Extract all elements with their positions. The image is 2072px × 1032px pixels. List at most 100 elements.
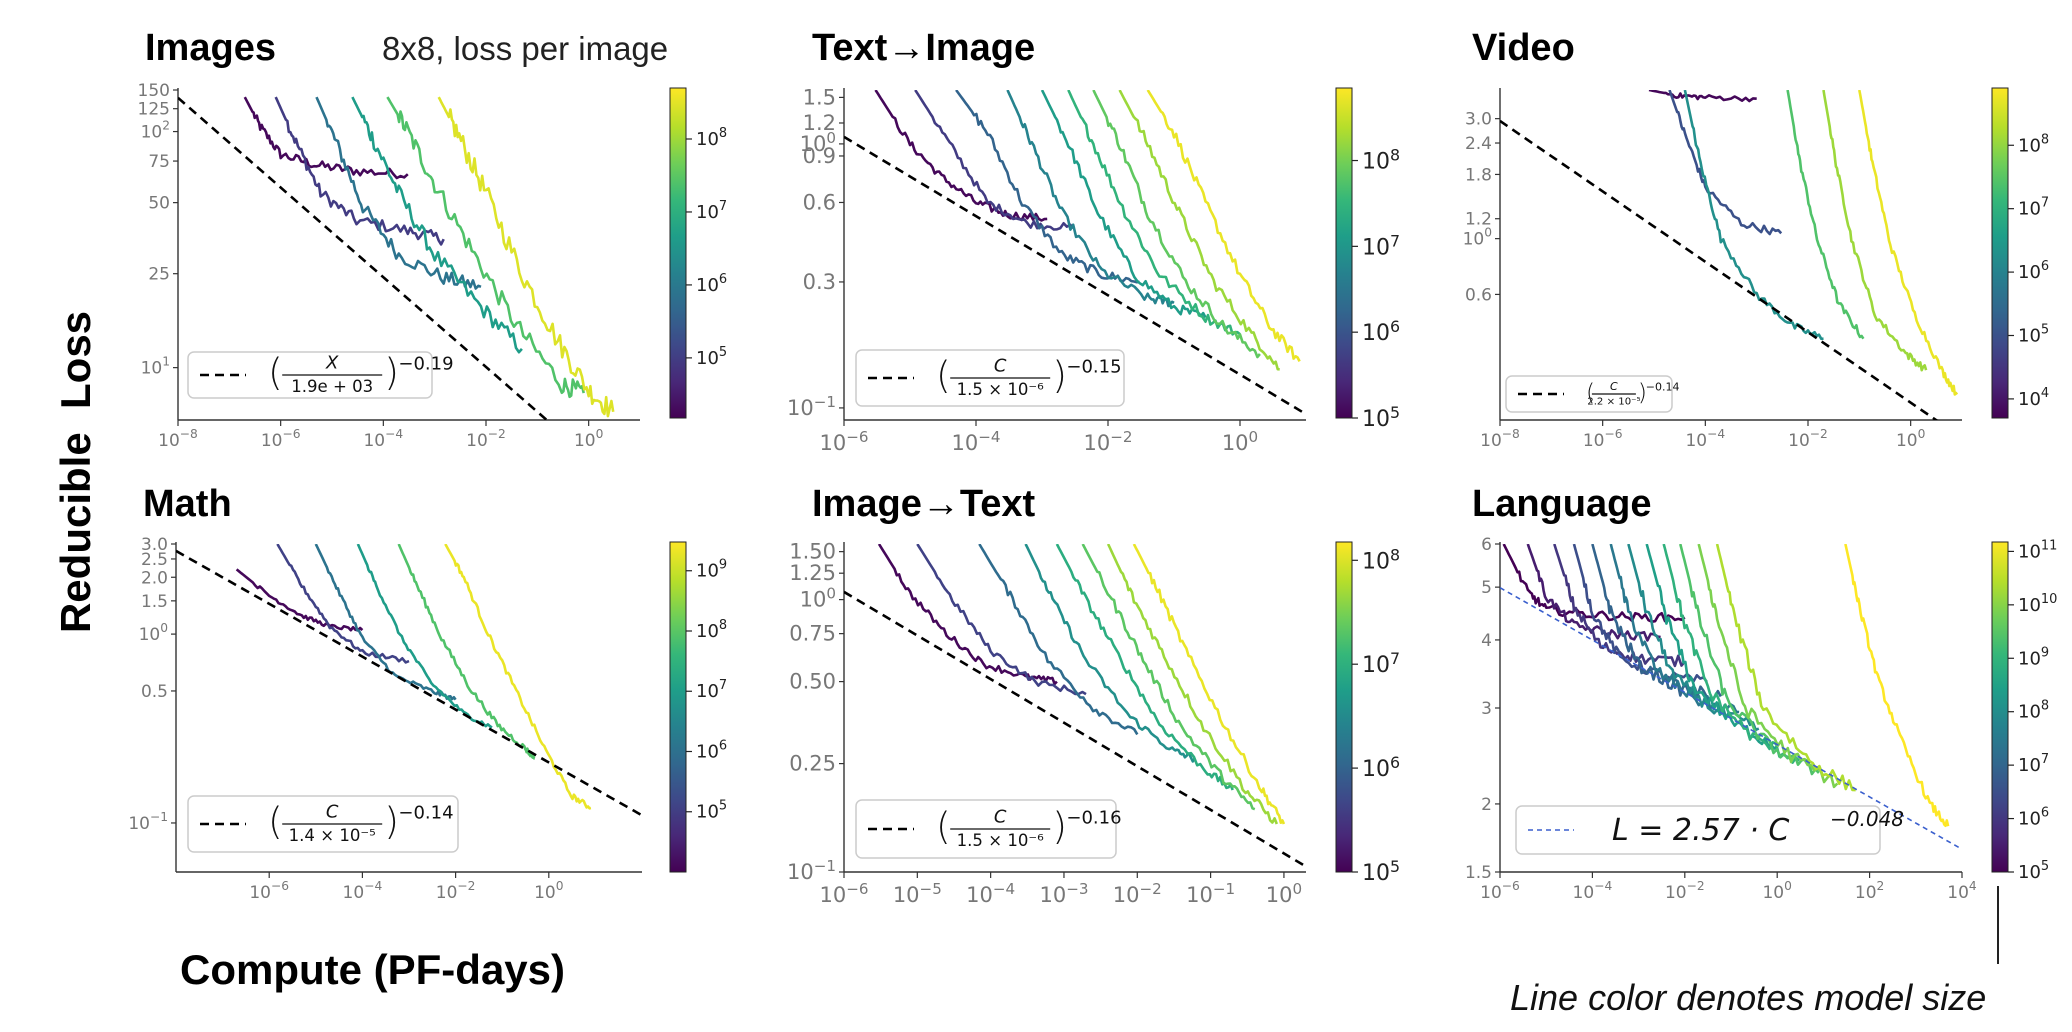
colorbar: 104 105 106 107 108 <box>1991 87 2049 419</box>
legend-paren-left: ( <box>1586 380 1595 406</box>
colorbar-tick-label: 105 <box>696 345 727 369</box>
data-series-line <box>1067 90 1241 336</box>
y-tick-label: 102 <box>141 119 170 143</box>
y-tick-label: 1.8 <box>1465 165 1492 185</box>
data-series-line <box>1502 544 1686 623</box>
legend-fraction-numerator: C <box>326 802 339 823</box>
data-series-line <box>444 544 592 810</box>
legend-box <box>1515 805 1881 855</box>
legend-exponent: −0.15 <box>1066 357 1121 378</box>
y-tick-label: 3.0 <box>1465 110 1492 130</box>
data-series-line <box>351 96 523 354</box>
panel-title: Video <box>1472 27 1575 69</box>
legend-exponent: −0.14 <box>398 803 453 824</box>
x-tick-label: 100 <box>1896 427 1925 451</box>
y-tick-label: 101 <box>141 355 170 379</box>
data-series-line <box>1024 544 1196 763</box>
y-tick-label: 1.5 <box>141 592 168 612</box>
legend-fraction-numerator: C <box>994 356 1007 377</box>
colorbar-tick-label: 108 <box>1362 545 1400 574</box>
legend-paren-right: ) <box>1052 353 1067 397</box>
series-group <box>844 544 1306 868</box>
y-tick-label: 0.75 <box>789 622 836 646</box>
x-tick-label: 10−4 <box>1685 427 1725 451</box>
data-series-line <box>243 96 409 180</box>
panel-image2text: Image→Text 10−6 10−5 10−4 10−3 10−2 10−1 100 1.5… <box>787 483 1400 907</box>
panel-title: Language <box>1472 483 1651 525</box>
legend-fraction-denominator: 1.5 × 10⁻⁶ <box>957 380 1044 399</box>
colorbar: 105 106 107 108 <box>1335 541 1400 886</box>
legend-exponent: −0.19 <box>398 354 453 375</box>
colorbar: 105 106 107 108 <box>1335 87 1400 432</box>
x-tick-label: 10−6 <box>261 427 301 451</box>
x-tick-label: 10−2 <box>1665 879 1705 903</box>
legend-paren-left: ( <box>268 799 283 843</box>
data-series-line <box>1553 544 1686 668</box>
data-series-line <box>1106 544 1279 825</box>
y-tick-label: 100 <box>800 585 836 612</box>
line-color-note: Line color denotes model size <box>1510 977 1986 1018</box>
y-tick-label: 2.0 <box>141 568 168 588</box>
x-tick-label: 10−4 <box>966 880 1015 907</box>
panel-title: Text→Image <box>812 27 1035 69</box>
data-series-line <box>314 544 457 701</box>
x-tick-label: 10−6 <box>249 879 289 903</box>
colorbar: 105 106 107 108 109 1010 1011 <box>1991 538 2057 883</box>
data-series-line <box>1055 544 1234 791</box>
y-tick-label: 10−1 <box>787 857 836 884</box>
series-group <box>844 90 1306 416</box>
data-series-line <box>1146 90 1301 362</box>
y-tick-label: 4 <box>1481 631 1492 651</box>
y-axis-label: Reducible Loss <box>52 311 99 633</box>
y-tick-label: 1.5 <box>803 85 836 109</box>
legend-paren-left: ( <box>936 804 951 848</box>
data-series-line <box>1040 90 1207 319</box>
legend-fraction-denominator: 1.9e + 03 <box>291 377 373 396</box>
legend: (C 1.5 × 10⁻⁶) −0.15 <box>855 349 1125 407</box>
data-series-line <box>1081 544 1256 811</box>
colorbar-tick-label: 107 <box>696 678 727 702</box>
series-group <box>1500 544 1962 850</box>
series-group <box>178 96 615 420</box>
colorbar-tick-label: 106 <box>2018 259 2049 283</box>
y-tick-label: 100 <box>1463 226 1492 250</box>
x-tick-label: 10−2 <box>466 427 506 451</box>
y-tick-label: 0.6 <box>1465 285 1492 305</box>
x-tick-label: 10−5 <box>893 880 942 907</box>
x-tick-label: 100 <box>1762 879 1791 903</box>
y-tick-label: 3 <box>1481 699 1492 719</box>
y-tick-label: 0.3 <box>803 270 836 294</box>
colorbar-tick-label: 107 <box>2018 196 2049 220</box>
colorbar-tick-label: 108 <box>696 618 727 642</box>
data-series-line <box>914 90 1075 231</box>
y-tick-label: 150 <box>138 81 170 101</box>
y-tick-label: 1.50 <box>789 540 836 564</box>
colorbar: 105 106 107 108 109 <box>669 541 727 873</box>
x-tick-label: 10−3 <box>1039 880 1088 907</box>
y-tick-label: 10−1 <box>787 393 836 420</box>
colorbar: 105 106 107 108 <box>669 87 727 419</box>
y-tick-label: 3.0 <box>141 535 168 555</box>
legend-paren-right: ) <box>1052 804 1067 848</box>
data-series-line <box>276 544 410 664</box>
legend-fraction-numerator: C <box>994 807 1007 828</box>
y-tick-label: 0.9 <box>803 144 836 168</box>
power-law-fit-line <box>1500 119 1939 420</box>
x-tick-label: 104 <box>1947 879 1977 903</box>
legend-exponent: −0.16 <box>1066 808 1121 829</box>
colorbar-tick-label: 106 <box>1362 317 1400 346</box>
data-series-line <box>1092 90 1261 359</box>
x-tick-label: 100 <box>534 879 563 903</box>
legend-fraction-numerator: C <box>1610 380 1618 393</box>
data-series-line <box>437 96 615 418</box>
y-tick-label: 100 <box>139 621 168 645</box>
legend-fraction-denominator: 1.4 × 10⁻⁵ <box>289 826 376 845</box>
x-tick-label: 10−6 <box>819 880 868 907</box>
colorbar-tick-label: 105 <box>2018 859 2049 883</box>
y-tick-label: 10−1 <box>128 810 168 834</box>
y-tick-label: 2.5 <box>141 550 168 570</box>
colorbar-gradient <box>1335 87 1353 419</box>
y-tick-label: 2.4 <box>1465 134 1492 154</box>
data-series-line <box>397 544 536 760</box>
